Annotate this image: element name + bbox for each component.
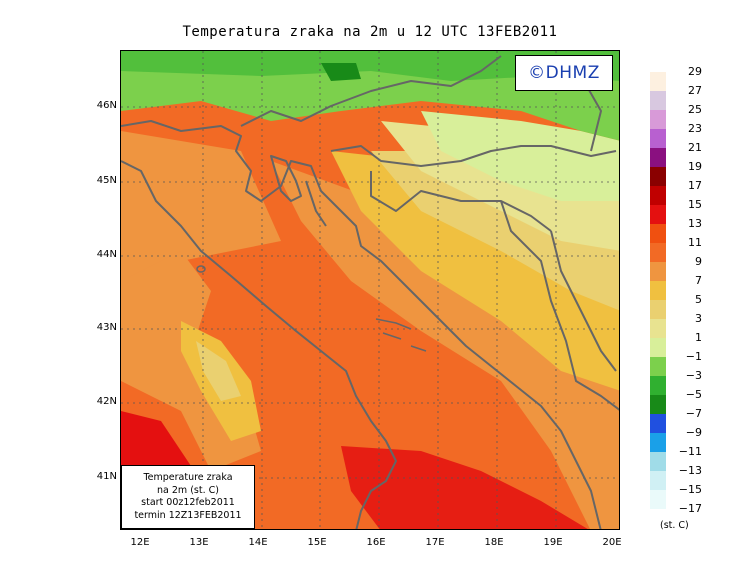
legend-swatch xyxy=(650,186,666,205)
temp-zone-north-minus3 xyxy=(121,51,619,81)
info-line-2: na 2m (st. C) xyxy=(157,484,219,496)
temp-zone-alps-minus5 xyxy=(321,63,361,81)
lon-label: 17E xyxy=(425,537,445,548)
legend-swatch xyxy=(650,224,666,243)
borders xyxy=(240,55,619,411)
legend-label: 19 xyxy=(688,160,702,173)
coastlines xyxy=(121,120,602,529)
lon-label: 19E xyxy=(543,537,563,548)
lat-label: 45N xyxy=(96,175,117,186)
legend-label: −15 xyxy=(678,483,702,496)
legend-label: −7 xyxy=(685,407,702,420)
temp-zone-ionian-13 xyxy=(341,446,588,529)
legend-swatch xyxy=(650,319,666,338)
legend-swatch xyxy=(650,433,666,452)
legend-label: 13 xyxy=(688,217,702,230)
legend-label: 29 xyxy=(688,65,702,78)
legend-label: −9 xyxy=(685,426,702,439)
islands xyxy=(196,265,427,352)
legend-swatch xyxy=(650,471,666,490)
legend-swatch xyxy=(650,205,666,224)
legend-label: 17 xyxy=(688,179,702,192)
info-box: Temperature zraka na 2m (st. C) start 00… xyxy=(121,465,255,529)
legend-label: 1 xyxy=(695,331,702,344)
temp-zone-italy-5 xyxy=(196,341,241,401)
legend-swatch xyxy=(650,243,666,262)
legend-label: −11 xyxy=(678,445,702,458)
graticule xyxy=(121,51,619,529)
legend-swatch xyxy=(650,148,666,167)
lon-label: 16E xyxy=(366,537,386,548)
legend-swatch xyxy=(650,167,666,186)
lat-label: 44N xyxy=(96,249,117,260)
temp-zone-inland-1 xyxy=(421,111,619,201)
legend-label: −1 xyxy=(685,350,702,363)
info-line-4: termin 12Z13FEB2011 xyxy=(134,509,242,521)
legend-swatch xyxy=(650,110,666,129)
legend-swatch xyxy=(650,262,666,281)
legend-label: 7 xyxy=(695,274,702,287)
legend-label: 21 xyxy=(688,141,702,154)
legend-label: −3 xyxy=(685,369,702,382)
lon-label: 13E xyxy=(189,537,209,548)
legend-swatch xyxy=(650,129,666,148)
legend-label: 3 xyxy=(695,312,702,325)
legend-swatch xyxy=(650,376,666,395)
legend-unit: (st. C) xyxy=(660,520,689,531)
lon-label: 18E xyxy=(484,537,504,548)
map-title: Temperatura zraka na 2m u 12 UTC 13FEB20… xyxy=(182,24,558,40)
legend-label: 11 xyxy=(688,236,702,249)
legend-swatch xyxy=(650,490,666,509)
legend-label: −5 xyxy=(685,388,702,401)
legend-label: 25 xyxy=(688,103,702,116)
lat-label: 42N xyxy=(96,396,117,407)
legend-label: −17 xyxy=(678,502,702,515)
lon-label: 12E xyxy=(130,537,150,548)
legend-label: 15 xyxy=(688,198,702,211)
legend-swatch xyxy=(650,91,666,110)
lat-label: 43N xyxy=(96,322,117,333)
legend-label: 5 xyxy=(695,293,702,306)
temp-zone-9 xyxy=(121,131,281,291)
lon-label: 14E xyxy=(248,537,268,548)
temp-zone-coast-9 xyxy=(271,161,619,529)
copyright-box: ©DHMZ xyxy=(515,55,613,91)
legend-label: 9 xyxy=(695,255,702,268)
legend-swatch xyxy=(650,338,666,357)
temperature-map[interactable] xyxy=(120,50,620,530)
lat-label: 41N xyxy=(96,471,117,482)
lon-label: 20E xyxy=(602,537,622,548)
temp-zone-inland-7 xyxy=(331,151,619,391)
legend-swatch xyxy=(650,357,666,376)
legend-swatch xyxy=(650,281,666,300)
info-line-3: start 00z12feb2011 xyxy=(141,497,235,508)
legend-swatch xyxy=(650,300,666,319)
legend-swatch xyxy=(650,72,666,91)
legend-label: 23 xyxy=(688,122,702,135)
legend-swatch xyxy=(650,395,666,414)
legend-label: 27 xyxy=(688,84,702,97)
legend-swatch xyxy=(650,414,666,433)
legend-swatch xyxy=(650,452,666,471)
legend-label: −13 xyxy=(678,464,702,477)
info-line-1: Temperature zraka xyxy=(143,472,233,483)
lon-label: 15E xyxy=(307,537,327,548)
lat-label: 46N xyxy=(96,100,117,111)
